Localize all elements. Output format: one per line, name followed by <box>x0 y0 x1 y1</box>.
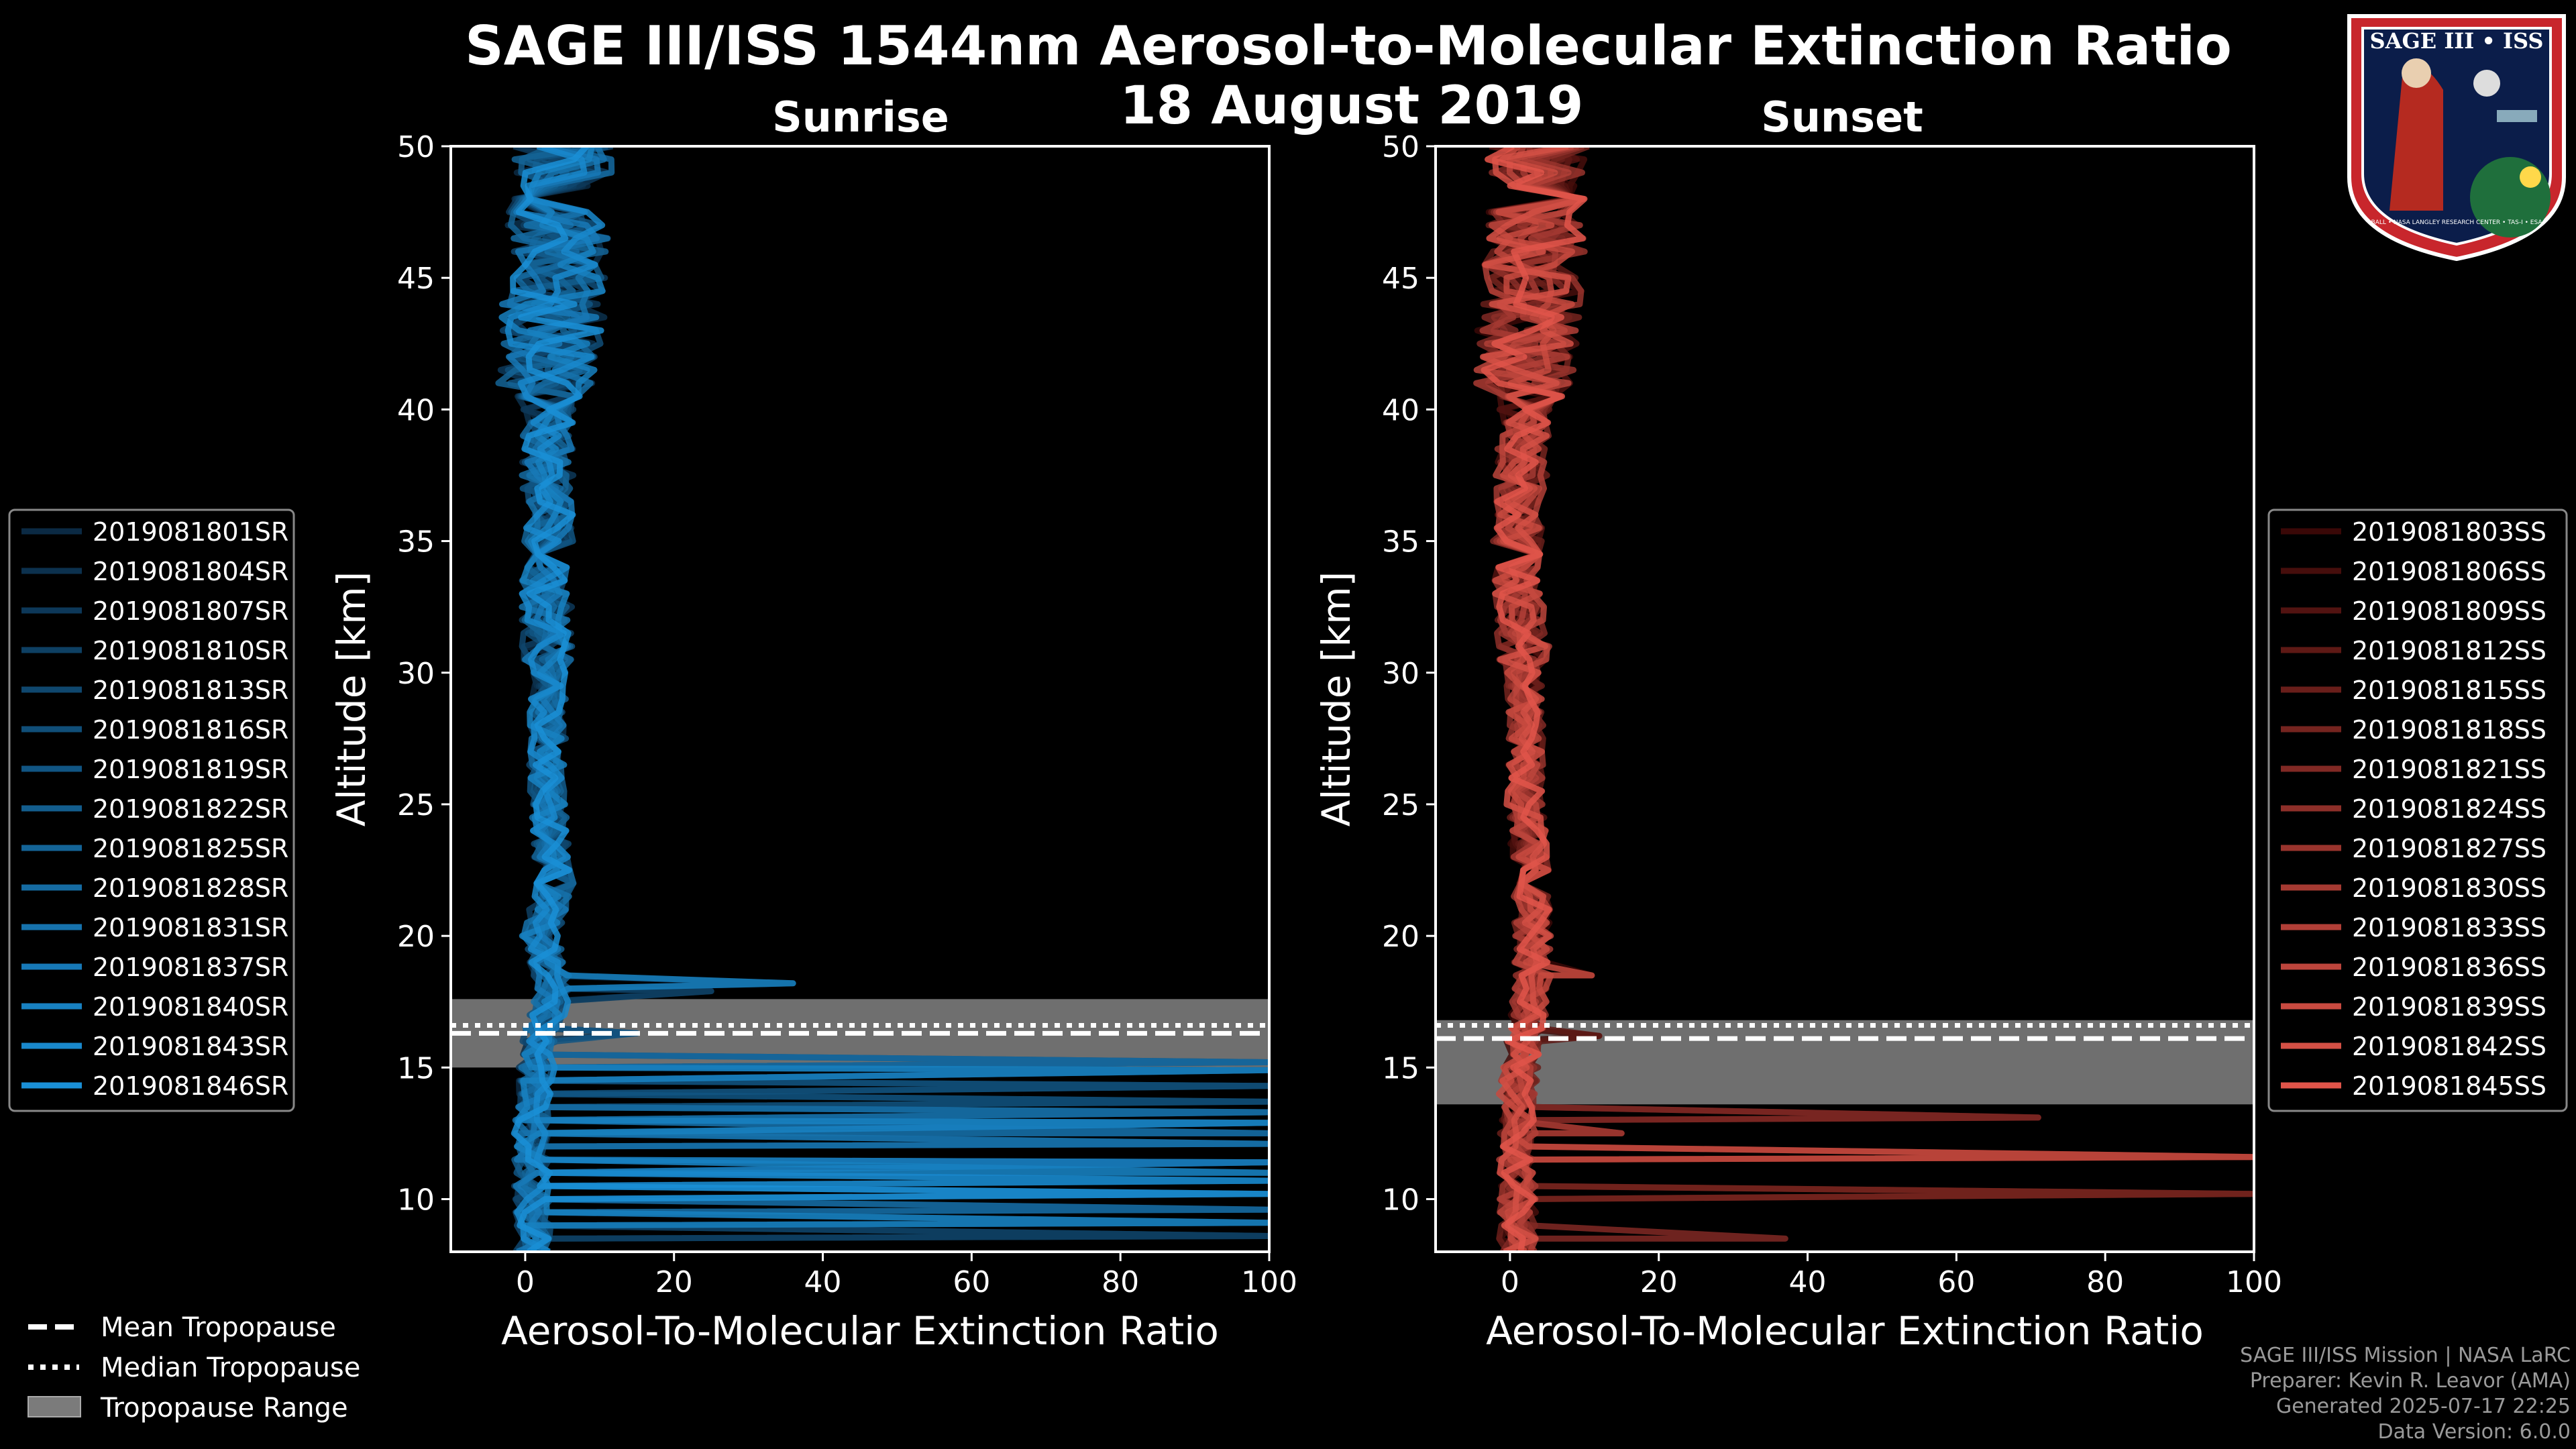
x-tick-label: 80 <box>1102 1265 1139 1299</box>
x-tick-label: 100 <box>1241 1265 1297 1299</box>
plot-frame <box>1434 145 2255 1253</box>
y-tick-label: 10 <box>397 1183 435 1218</box>
profile-2019081845SS <box>1481 146 1588 1252</box>
x-axis-label: Aerosol-To-Molecular Extinction Ratio <box>1486 1308 2204 1354</box>
mean-tropopause-label: Mean Tropopause <box>101 1312 336 1343</box>
profile-2019081833SS <box>1482 146 1583 1252</box>
profile-2019081840SR <box>498 146 1269 1252</box>
legend-label-2019081840SR: 2019081840SR <box>93 992 288 1022</box>
tropopause-range-label: Tropopause Range <box>100 1393 348 1424</box>
y-tick-label: 25 <box>397 788 435 822</box>
median-tropopause-label: Median Tropopause <box>101 1352 360 1383</box>
legend-frame <box>8 508 295 1112</box>
sunrise-legend: 2019081801SR 2019081804SR 2019081807SR 2019… <box>8 508 295 1112</box>
y-tick-label: 45 <box>397 262 435 296</box>
y-tick-label: 20 <box>1382 920 1419 954</box>
y-tick-label: 35 <box>397 525 435 559</box>
legend-label-2019081803SS: 2019081803SS <box>2352 517 2546 547</box>
legend-label-2019081810SR: 2019081810SR <box>93 636 288 665</box>
x-tick-label: 40 <box>804 1265 842 1299</box>
sage-iii-iss-logo: SAGE III • ISS BALL • NASA LANGLEY RESEA… <box>2347 14 2566 262</box>
legend-label-2019081842SS: 2019081842SS <box>2352 1032 2546 1061</box>
legend-label-2019081827SS: 2019081827SS <box>2352 834 2546 863</box>
legend-frame <box>2267 508 2568 1112</box>
plot-area <box>1436 146 2254 1252</box>
legend-label-2019081816SR: 2019081816SR <box>93 715 288 745</box>
legend-label-2019081821SS: 2019081821SS <box>2352 755 2546 784</box>
x-tick-label: 80 <box>2086 1265 2124 1299</box>
y-axis-label: Altitude [km] <box>329 572 374 826</box>
sunset-legend: 2019081803SS 2019081806SS 2019081809SS 2019… <box>2267 508 2568 1112</box>
y-tick-label: 50 <box>397 130 435 164</box>
legend-label-2019081833SS: 2019081833SS <box>2352 913 2546 943</box>
panel-title: Sunrise <box>772 93 949 142</box>
logo-ring-text: BALL • NASA LANGLEY RESEARCH CENTER • TA… <box>2371 219 2542 226</box>
x-tick-label: 20 <box>655 1265 693 1299</box>
figure-title: SAGE III/ISS 1544nm Aerosol-to-Molecular… <box>465 15 2232 77</box>
legend-label-2019081831SR: 2019081831SR <box>93 913 288 943</box>
plot-frame <box>449 145 1271 1253</box>
y-tick-label: 45 <box>1382 262 1419 296</box>
y-axis-label: Altitude [km] <box>1313 572 1359 826</box>
legend-label-2019081845SS: 2019081845SS <box>2352 1071 2546 1101</box>
profile-2019081842SS <box>1480 146 1587 1252</box>
y-tick-label: 35 <box>1382 525 1419 559</box>
legend-label-2019081809SS: 2019081809SS <box>2352 596 2546 626</box>
sunset-panel: Sunset 10 15 20 25 30 35 40 45 50 0 20 40 60 80 100 Aero… <box>1313 93 2282 1354</box>
legend-label-2019081825SR: 2019081825SR <box>93 834 288 863</box>
profile-2019081846SR <box>510 146 1269 1252</box>
x-tick-label: 60 <box>953 1265 990 1299</box>
legend-label-2019081815SS: 2019081815SS <box>2352 676 2546 705</box>
x-tick-label: 60 <box>1937 1265 1975 1299</box>
legend-label-2019081804SR: 2019081804SR <box>93 557 288 586</box>
legend-label-2019081836SS: 2019081836SS <box>2352 953 2546 982</box>
x-tick-label: 0 <box>1501 1265 1519 1299</box>
legend-label-2019081822SR: 2019081822SR <box>93 794 288 824</box>
y-tick-label: 40 <box>1382 393 1419 427</box>
profile-2019081843SR <box>504 146 1269 1252</box>
legend-label-2019081818SS: 2019081818SS <box>2352 715 2546 745</box>
plot-area <box>451 146 1269 1252</box>
legend-label-2019081813SR: 2019081813SR <box>93 676 288 705</box>
legend-label-2019081830SS: 2019081830SS <box>2352 873 2546 903</box>
legend-label-2019081824SS: 2019081824SS <box>2352 794 2546 824</box>
x-tick-label: 0 <box>516 1265 535 1299</box>
y-tick-label: 15 <box>397 1051 435 1085</box>
legend-label-2019081828SR: 2019081828SR <box>93 873 288 903</box>
legend-label-2019081837SR: 2019081837SR <box>93 953 288 982</box>
x-axis-label: Aerosol-To-Molecular Extinction Ratio <box>501 1308 1219 1354</box>
y-tick-label: 40 <box>397 393 435 427</box>
tropopause-range-swatch <box>28 1396 81 1417</box>
y-tick-label: 30 <box>1382 657 1419 691</box>
y-tick-label: 20 <box>397 920 435 954</box>
footer-generated: Generated 2025-07-17 22:25 <box>2275 1395 2571 1418</box>
sunrise-panel: Sunrise 10 15 20 25 30 35 40 45 50 0 20 40 60 80 100 Aer… <box>329 93 1297 1354</box>
legend-label-2019081846SR: 2019081846SR <box>93 1071 288 1101</box>
x-tick-label: 100 <box>2226 1265 2282 1299</box>
legend-label-2019081801SR: 2019081801SR <box>93 517 288 547</box>
legend-label-2019081806SS: 2019081806SS <box>2352 557 2546 586</box>
x-tick-label: 40 <box>1789 1265 1827 1299</box>
footer-preparer: Preparer: Kevin R. Leavor (AMA) <box>2249 1369 2571 1393</box>
y-tick-label: 10 <box>1382 1183 1419 1218</box>
legend-label-2019081807SR: 2019081807SR <box>93 596 288 626</box>
tropopause-legend: Mean Tropopause Median Tropopause Tropop… <box>28 1312 360 1424</box>
footer-credits: SAGE III/ISS Mission | NASA LaRC Prepare… <box>2240 1343 2571 1445</box>
profile-2019081816SR <box>504 146 1269 1252</box>
footer-mission: SAGE III/ISS Mission | NASA LaRC <box>2240 1344 2571 1367</box>
legend-label-2019081812SS: 2019081812SS <box>2352 636 2546 665</box>
y-tick-label: 50 <box>1382 130 1419 164</box>
y-tick-label: 15 <box>1382 1051 1419 1085</box>
y-tick-label: 25 <box>1382 788 1419 822</box>
legend-label-2019081819SR: 2019081819SR <box>93 755 288 784</box>
footer-data-version: Data Version: 6.0.0 <box>2377 1420 2571 1444</box>
legend-label-2019081843SR: 2019081843SR <box>93 1032 288 1061</box>
logo-name: SAGE III • ISS <box>2370 28 2544 54</box>
y-tick-label: 30 <box>397 657 435 691</box>
panel-title: Sunset <box>1761 93 1923 142</box>
figure-date: 18 August 2019 <box>1120 76 1584 136</box>
legend-label-2019081839SS: 2019081839SS <box>2352 992 2546 1022</box>
x-tick-label: 20 <box>1640 1265 1678 1299</box>
